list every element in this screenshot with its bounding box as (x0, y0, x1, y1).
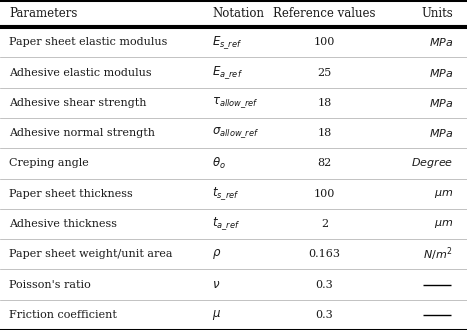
Text: $MPa$: $MPa$ (429, 127, 453, 139)
Text: $\mu m$: $\mu m$ (434, 218, 453, 230)
Text: Adhesive normal strength: Adhesive normal strength (9, 128, 156, 138)
Text: 2: 2 (321, 219, 328, 229)
Text: 82: 82 (318, 158, 332, 168)
Text: 0.163: 0.163 (309, 249, 340, 259)
Text: $MPa$: $MPa$ (429, 36, 453, 48)
Text: Poisson's ratio: Poisson's ratio (9, 280, 91, 289)
Text: 18: 18 (318, 128, 332, 138)
Text: $E_{s\_ref}$: $E_{s\_ref}$ (212, 34, 243, 50)
Text: $Degree$: $Degree$ (411, 156, 453, 170)
Text: Friction coefficient: Friction coefficient (9, 310, 117, 320)
Text: $E_{a\_ref}$: $E_{a\_ref}$ (212, 64, 243, 81)
Text: Parameters: Parameters (9, 7, 78, 20)
Text: 0.3: 0.3 (316, 310, 333, 320)
Text: $\nu$: $\nu$ (212, 278, 221, 291)
Text: Creping angle: Creping angle (9, 158, 89, 168)
Text: $t_{s\_ref}$: $t_{s\_ref}$ (212, 185, 240, 202)
Text: 100: 100 (314, 37, 335, 47)
Text: 18: 18 (318, 98, 332, 108)
Text: Adhesive thickness: Adhesive thickness (9, 219, 117, 229)
Text: $\mu m$: $\mu m$ (434, 188, 453, 200)
Text: $MPa$: $MPa$ (429, 67, 453, 79)
Text: $\theta_o$: $\theta_o$ (212, 156, 226, 171)
Text: Paper sheet thickness: Paper sheet thickness (9, 189, 133, 199)
Text: Reference values: Reference values (273, 7, 376, 20)
Text: $\rho$: $\rho$ (212, 247, 222, 261)
Text: Paper sheet weight/unit area: Paper sheet weight/unit area (9, 249, 173, 259)
Text: 0.3: 0.3 (316, 280, 333, 289)
Text: Adhesive elastic modulus: Adhesive elastic modulus (9, 68, 152, 78)
Text: $MPa$: $MPa$ (429, 97, 453, 109)
Text: $\tau_{allow\_ref}$: $\tau_{allow\_ref}$ (212, 95, 260, 110)
Text: Paper sheet elastic modulus: Paper sheet elastic modulus (9, 37, 168, 47)
Text: $\mu$: $\mu$ (212, 308, 222, 322)
Text: Notation: Notation (212, 7, 264, 20)
Text: 25: 25 (318, 68, 332, 78)
Text: Adhesive shear strength: Adhesive shear strength (9, 98, 147, 108)
Text: Units: Units (421, 7, 453, 20)
Text: $\sigma_{allow\_ref}$: $\sigma_{allow\_ref}$ (212, 126, 260, 141)
Text: $N / m^2$: $N / m^2$ (424, 246, 453, 263)
Text: $t_{a\_ref}$: $t_{a\_ref}$ (212, 215, 241, 232)
Text: 100: 100 (314, 189, 335, 199)
